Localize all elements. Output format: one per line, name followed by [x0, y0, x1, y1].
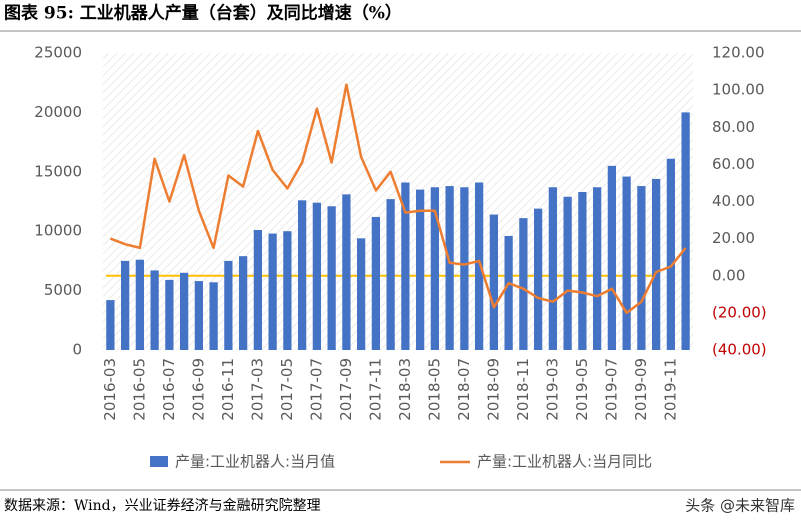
- y2-tick-label: (40.00): [712, 341, 767, 359]
- x-tick-label: 2016-05: [130, 358, 148, 421]
- plot-background: [103, 53, 693, 350]
- x-tick-label: 2018-09: [484, 358, 502, 421]
- bar: [312, 202, 322, 350]
- x-tick-label: 2018-05: [425, 358, 443, 421]
- x-tick-label: 2018-03: [396, 358, 414, 421]
- y-tick-label: 15000: [34, 162, 82, 180]
- bar: [607, 165, 617, 350]
- y2-tick-label: 80.00: [712, 118, 755, 136]
- y2-tick-label: 100.00: [712, 81, 765, 99]
- x-tick-label: 2019-05: [573, 358, 591, 421]
- bar: [327, 206, 336, 350]
- bar: [592, 187, 602, 350]
- bar: [386, 199, 395, 350]
- chart-title: 图表 95: 工业机器人产量（台套）及同比增速（%）: [4, 3, 402, 24]
- bar: [533, 208, 543, 350]
- bar: [283, 231, 292, 350]
- y-tick-label: 25000: [34, 44, 82, 62]
- x-tick-label: 2018-11: [514, 358, 532, 421]
- bar: [371, 216, 381, 350]
- bar: [681, 112, 690, 351]
- bar: [120, 260, 130, 350]
- bar: [401, 182, 410, 350]
- y2-tick-label: 60.00: [712, 155, 755, 173]
- x-tick-label: 2016-07: [160, 358, 178, 421]
- x-tick-label: 2017-09: [337, 358, 355, 421]
- legend-label: 产量:工业机器人:当月同比: [477, 453, 652, 471]
- x-tick-label: 2016-09: [189, 358, 207, 421]
- bar: [224, 260, 233, 350]
- bar: [253, 230, 263, 350]
- x-tick-label: 2018-07: [455, 358, 473, 421]
- bar: [194, 281, 204, 350]
- x-tick-label: 2017-11: [366, 358, 384, 421]
- x-tick-label: 2016-03: [101, 358, 119, 421]
- x-tick-label: 2017-03: [248, 358, 266, 421]
- bar: [238, 256, 248, 350]
- bar: [519, 218, 528, 350]
- bar: [489, 214, 499, 350]
- y-tick-label: 20000: [34, 103, 82, 121]
- bar: [430, 187, 440, 350]
- bar: [460, 187, 469, 350]
- watermark: 头条 @未来智库: [685, 497, 795, 515]
- y2-tick-label: 120.00: [712, 44, 765, 62]
- bar: [150, 270, 159, 350]
- bar: [548, 187, 558, 350]
- bar: [209, 282, 218, 350]
- bar: [563, 196, 572, 350]
- bar: [578, 191, 587, 350]
- x-tick-label: 2019-07: [602, 358, 620, 421]
- bar: [415, 189, 425, 350]
- bar: [165, 279, 174, 350]
- bar: [666, 158, 676, 350]
- y-tick-label: 5000: [44, 281, 82, 299]
- bar: [622, 176, 631, 350]
- x-tick-label: 2016-11: [219, 358, 237, 421]
- y2-tick-label: 40.00: [712, 192, 755, 210]
- x-tick-label: 2017-05: [278, 358, 296, 421]
- source: 数据来源：Wind，兴业证券经济与金融研究院整理: [4, 498, 321, 514]
- line: [109, 83, 687, 315]
- y-tick-label: 0: [72, 341, 82, 359]
- bar: [179, 272, 189, 350]
- y2-tick-label: 0.00: [712, 266, 745, 284]
- bar: [135, 259, 145, 350]
- bar: [637, 186, 646, 350]
- bar: [504, 235, 513, 350]
- bar: [474, 182, 484, 350]
- x-tick-label: 2019-11: [661, 358, 679, 421]
- x-tick-label: 2017-07: [307, 358, 325, 421]
- legend-swatch: [150, 456, 168, 467]
- x-tick-label: 2019-09: [632, 358, 650, 421]
- bar: [297, 200, 307, 350]
- x-tick-label: 2019-03: [543, 358, 561, 421]
- bar: [651, 178, 661, 350]
- bar: [445, 186, 454, 350]
- y2-tick-label: 20.00: [712, 229, 755, 247]
- y-tick-label: 10000: [34, 222, 82, 240]
- y2-tick-label: (20.00): [712, 303, 767, 321]
- bar: [106, 300, 115, 350]
- legend-label: 产量:工业机器人:当月值: [175, 453, 335, 471]
- bar: [342, 194, 351, 350]
- bar: [356, 238, 366, 350]
- bar: [268, 233, 277, 350]
